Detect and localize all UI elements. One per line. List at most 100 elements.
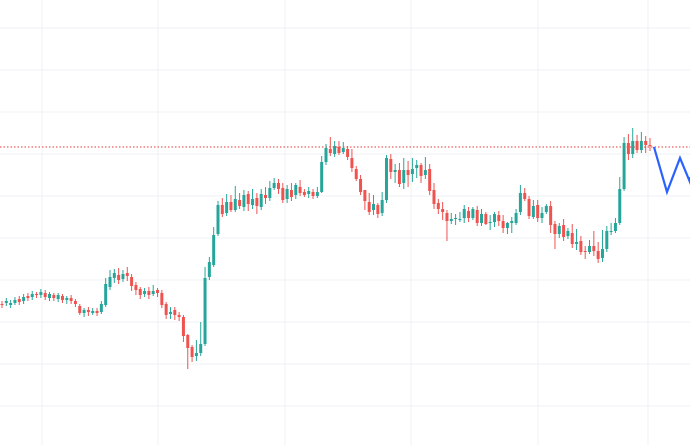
candle-down bbox=[255, 198, 259, 206]
candle-up bbox=[454, 218, 458, 219]
candle-up bbox=[514, 213, 518, 223]
candle-down bbox=[527, 199, 531, 216]
candle-up bbox=[380, 200, 384, 213]
candle-up bbox=[462, 209, 466, 218]
candle-up bbox=[242, 195, 246, 207]
candle-up bbox=[194, 353, 198, 356]
candle-up bbox=[449, 219, 453, 221]
candle-down bbox=[467, 211, 471, 218]
candle-up bbox=[259, 194, 263, 207]
candle-down bbox=[177, 315, 181, 317]
candle-up bbox=[402, 170, 406, 183]
candle-up bbox=[56, 295, 60, 299]
candle-down bbox=[164, 304, 168, 315]
candle-up bbox=[121, 274, 125, 279]
candle-down bbox=[95, 311, 99, 313]
candle-down bbox=[26, 296, 30, 298]
candle-down bbox=[181, 317, 185, 336]
candle-up bbox=[99, 304, 103, 312]
candle-down bbox=[484, 214, 488, 224]
candle-up bbox=[268, 188, 272, 198]
candle-down bbox=[419, 165, 423, 176]
candle-down bbox=[570, 233, 574, 244]
candle-down bbox=[583, 251, 587, 252]
candle-up bbox=[540, 213, 544, 218]
candle-up bbox=[505, 223, 509, 228]
candle-down bbox=[441, 209, 445, 212]
candle-down bbox=[134, 285, 138, 290]
candle-down bbox=[138, 289, 142, 295]
candle-down bbox=[337, 147, 341, 153]
candle-down bbox=[501, 221, 505, 228]
candle-down bbox=[406, 170, 410, 175]
candle-up bbox=[91, 311, 95, 313]
candle-up bbox=[233, 199, 237, 210]
candle-up bbox=[48, 294, 52, 298]
candle-up bbox=[423, 170, 427, 175]
candle-down bbox=[246, 194, 250, 204]
candle-down bbox=[220, 205, 224, 214]
candle-up bbox=[112, 273, 116, 278]
candle-up bbox=[294, 185, 298, 195]
candle-up bbox=[320, 162, 324, 192]
candle-down bbox=[562, 225, 566, 237]
candle-down bbox=[0, 304, 4, 305]
candle-down bbox=[445, 213, 449, 221]
candle-down bbox=[298, 187, 302, 193]
candle-up bbox=[384, 158, 388, 200]
candle-up bbox=[168, 312, 172, 314]
candle-down bbox=[432, 190, 436, 204]
candle-down bbox=[359, 179, 363, 192]
candle-down bbox=[350, 158, 354, 168]
candle-up bbox=[510, 221, 514, 223]
candle-up bbox=[588, 246, 592, 252]
candle-down bbox=[596, 251, 600, 259]
candle-down bbox=[553, 224, 557, 234]
candle-down bbox=[276, 183, 280, 189]
candle-down bbox=[311, 192, 315, 196]
candle-down bbox=[60, 296, 64, 300]
candle-up bbox=[544, 206, 548, 212]
candle-up bbox=[480, 214, 484, 223]
candle-up bbox=[471, 209, 475, 218]
candle-up bbox=[518, 193, 522, 212]
candle-up bbox=[605, 231, 609, 249]
candle-down bbox=[78, 306, 82, 313]
candle-up bbox=[199, 344, 203, 353]
candle-down bbox=[125, 273, 129, 276]
candle-down bbox=[238, 200, 242, 206]
candle-up bbox=[639, 141, 643, 150]
candle-down bbox=[436, 203, 440, 209]
candle-up bbox=[488, 222, 492, 223]
candle-down bbox=[52, 295, 56, 298]
candle-up bbox=[225, 202, 229, 213]
candle-up bbox=[30, 294, 34, 297]
candle-up bbox=[272, 183, 276, 188]
candle-up bbox=[575, 242, 579, 244]
candle-down bbox=[497, 215, 501, 221]
candle-down bbox=[397, 170, 401, 184]
candle-up bbox=[207, 262, 211, 277]
candle-down bbox=[35, 294, 39, 295]
candle-up bbox=[531, 206, 535, 217]
candle-up bbox=[307, 191, 311, 194]
candle-up bbox=[65, 298, 69, 300]
candle-down bbox=[229, 202, 233, 210]
candle-down bbox=[536, 205, 540, 218]
candle-down bbox=[592, 246, 596, 251]
candle-up bbox=[566, 231, 570, 236]
candle-up bbox=[285, 189, 289, 199]
candle-down bbox=[43, 293, 47, 297]
candle-up bbox=[631, 141, 635, 154]
candle-up bbox=[618, 189, 622, 223]
candle-up bbox=[216, 205, 220, 234]
candle-down bbox=[160, 293, 164, 305]
candle-up bbox=[9, 303, 13, 305]
candle-down bbox=[130, 277, 134, 286]
candle-up bbox=[212, 235, 216, 265]
candle-down bbox=[69, 298, 73, 301]
candle-down bbox=[328, 149, 332, 153]
candle-down bbox=[186, 335, 190, 348]
candle-up bbox=[609, 231, 613, 232]
